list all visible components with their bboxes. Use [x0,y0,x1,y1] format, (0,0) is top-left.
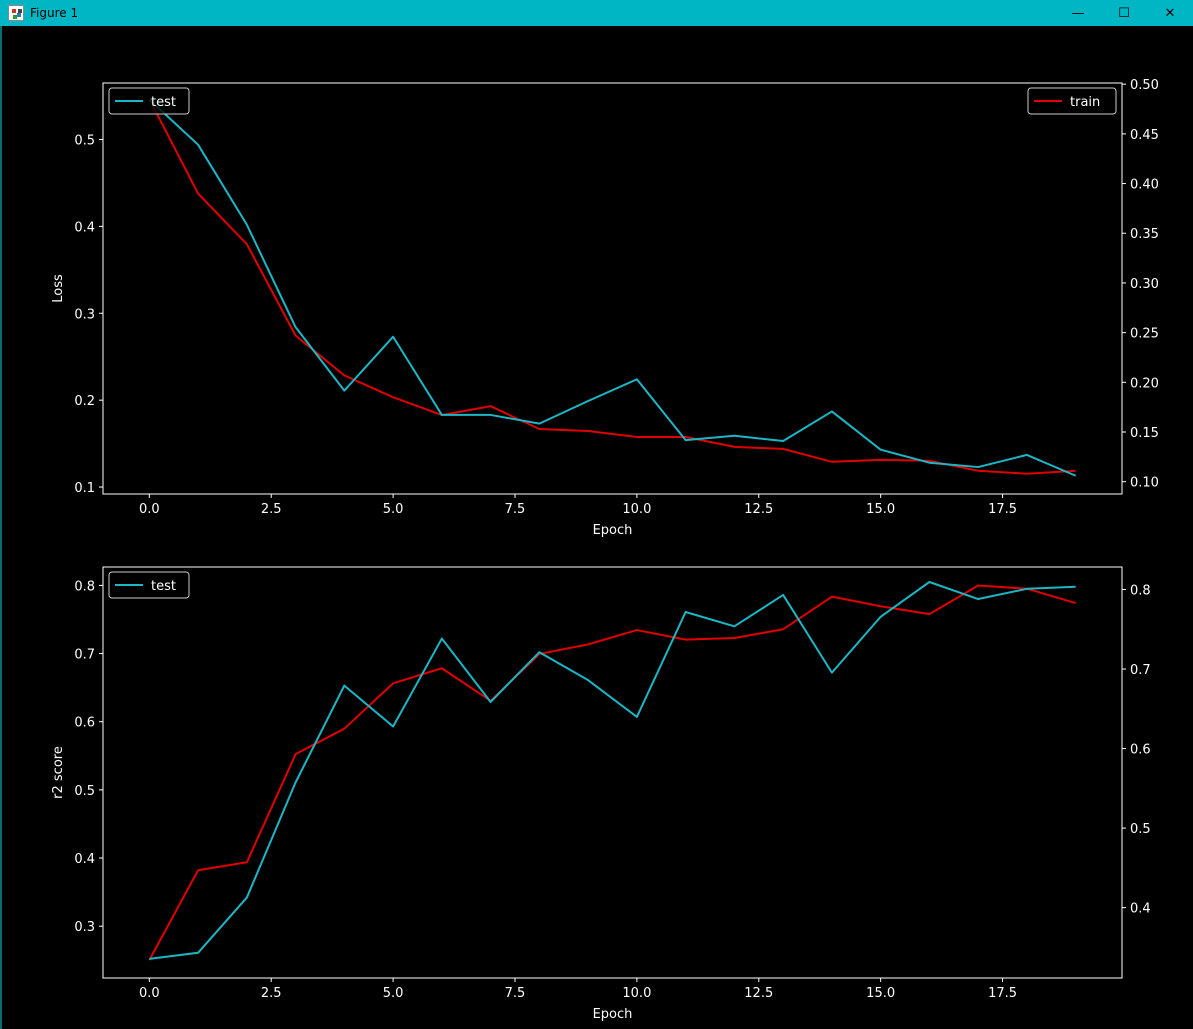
y-left-tick-label: 0.1 [74,481,95,496]
series-line-test [149,581,1076,960]
y-left-tick-label: 0.3 [74,307,95,322]
x-tick-label: 12.5 [744,986,773,1001]
y-axis-label: r2 score [51,746,66,799]
series-line-train [148,584,1076,961]
x-tick-label: 10.0 [622,502,651,517]
legend-top-right: train [1027,87,1117,115]
y-right-tick-label: 0.15 [1130,426,1159,441]
x-tick-label: 2.5 [261,502,282,517]
x-axis-label: Epoch [593,523,633,538]
legend-label-test: test [151,95,176,110]
x-tick-label: 0.0 [139,502,160,517]
y-right-tick-label: 0.10 [1130,476,1159,491]
y-right-tick-label: 0.5 [1130,822,1151,837]
window-border [0,26,2,1029]
legend-top-left: test [108,87,190,115]
x-tick-label: 5.0 [383,502,404,517]
y-left-tick-label: 0.6 [74,716,95,731]
y-right-tick-label: 0.50 [1130,78,1159,93]
y-left-tick-label: 0.3 [74,920,95,935]
x-axis-label: Epoch [593,1007,633,1022]
y-left-tick-label: 0.5 [74,784,95,799]
y-right-tick-label: 0.40 [1130,178,1159,193]
y-left-tick-label: 0.4 [74,220,95,235]
y-right-tick-label: 0.45 [1130,128,1159,143]
x-tick-label: 15.0 [866,986,895,1001]
y-left-tick-label: 0.5 [74,133,95,148]
x-tick-label: 2.5 [261,986,282,1001]
matplotlib-figure-icon [8,5,24,21]
y-right-tick-label: 0.20 [1130,376,1159,391]
x-tick-label: 17.5 [988,502,1017,517]
y-right-tick-label: 0.35 [1130,227,1159,242]
legend-box [108,87,190,115]
y-right-tick-label: 0.30 [1130,277,1159,292]
x-tick-label: 10.0 [622,986,651,1001]
y-right-tick-label: 0.25 [1130,327,1159,342]
legend-top-left: test [108,571,190,599]
y-right-tick-label: 0.6 [1130,743,1151,758]
subplot-2: 0.0 2.5 5.0 7.5 10.0 12.5 15.0 17.5 Epoch 0.3 0.4 0… [51,566,1151,1022]
subplot-1: 0.0 2.5 5.0 7.5 10.0 12.5 15.0 17.5Epoch0.10.20… [51,78,1159,538]
y-left-tick-label: 0.2 [74,394,95,409]
x-tick-label: 5.0 [383,986,404,1001]
maximize-icon[interactable]: ☐ [1118,5,1130,21]
window-titlebar[interactable]: Figure 1 — ☐ ✕ [0,0,1193,26]
axes-frame [102,566,1123,979]
x-tick-label: 7.5 [505,986,526,1001]
y-left-tick-label: 0.8 [74,579,95,594]
x-tick-label: 7.5 [505,502,526,517]
legend-label-test: test [151,579,176,594]
x-tick-label: 12.5 [744,502,773,517]
x-tick-label: 0.0 [139,986,160,1001]
legend-box [1027,87,1117,115]
y-right-tick-label: 0.8 [1130,584,1151,599]
close-icon[interactable]: ✕ [1164,5,1176,21]
y-left-tick-label: 0.7 [74,648,95,663]
window-controls: — ☐ ✕ [1055,0,1193,26]
y-axis-label: Loss [51,274,66,303]
figure-canvas: 0.0 2.5 5.0 7.5 10.0 12.5 15.0 17.5Epoch0.10.20… [51,78,1159,1022]
y-left-tick-label: 0.4 [74,852,95,867]
window-title: Figure 1 [30,6,79,20]
legend-box [108,571,190,599]
series-line-test [148,98,1077,477]
minimize-icon[interactable]: — [1071,5,1085,21]
series-line-train [148,98,1076,475]
axes-frame [102,82,1123,495]
y-right-tick-label: 0.7 [1130,663,1151,678]
x-tick-label: 15.0 [866,502,895,517]
y-right-tick-label: 0.4 [1130,902,1151,917]
x-tick-label: 17.5 [988,986,1017,1001]
legend-label-train: train [1070,95,1100,110]
